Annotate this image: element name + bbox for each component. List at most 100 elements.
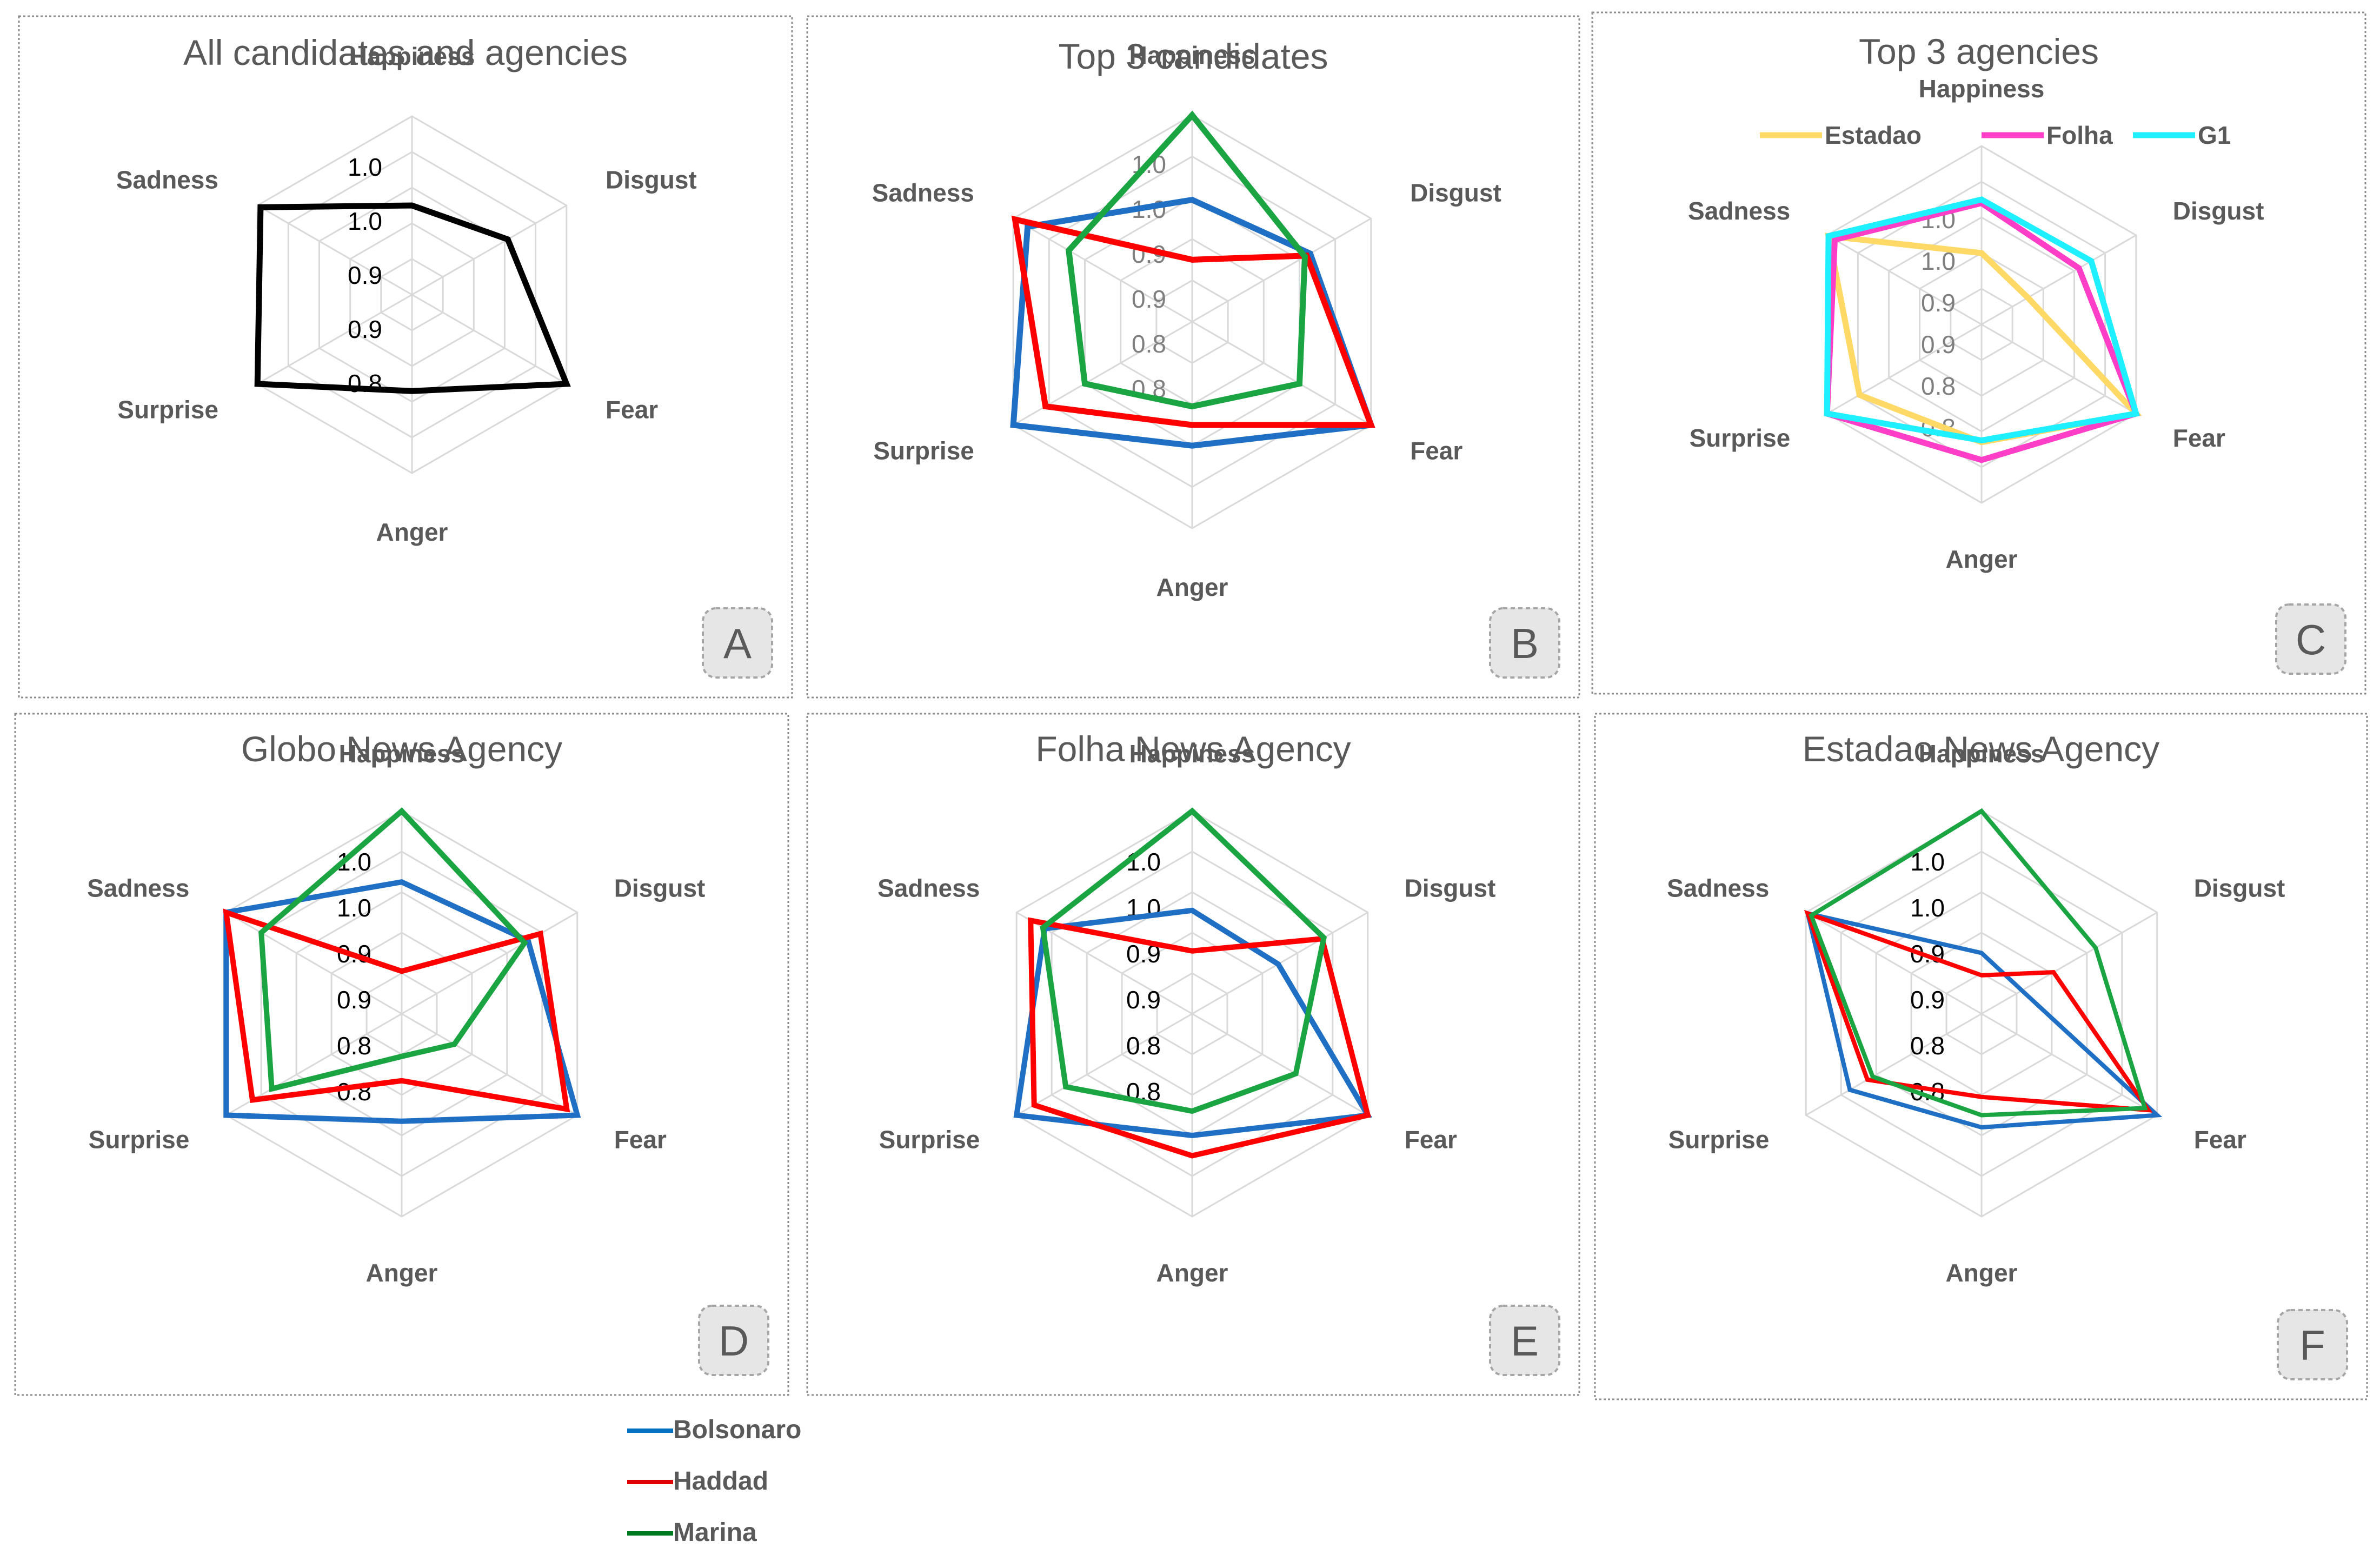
grid-spoke xyxy=(1826,234,1982,325)
panel-badge xyxy=(1489,607,1560,679)
grid-spoke xyxy=(1016,1013,1193,1116)
axis-label-sadness: Sadness xyxy=(1667,874,1769,902)
series-line-marina xyxy=(1065,110,1308,410)
panel-badge-label: C xyxy=(2296,616,2326,663)
panel-frame xyxy=(1591,11,2366,695)
grid-spoke xyxy=(1805,912,1982,1015)
axis-label-surprise: Surprise xyxy=(1668,1126,1770,1154)
panel-badge-label: F xyxy=(2299,1321,2325,1369)
axis-label-happiness: Happiness xyxy=(1919,75,2045,103)
axis-label-fear: Fear xyxy=(2173,424,2225,452)
panel-badge xyxy=(702,607,773,679)
series-line-g1 xyxy=(1824,196,2140,444)
series-line-bolsonaro xyxy=(1010,196,1375,449)
grid-spoke xyxy=(1192,1013,1368,1116)
series-line-all xyxy=(254,202,571,394)
tick-label: 0.9 xyxy=(1126,986,1161,1014)
panel-b: Top 3 candidates1.01.00.90.90.80.8Happin… xyxy=(806,15,1580,699)
grid-spoke xyxy=(411,294,567,385)
tick-label: 0.9 xyxy=(348,315,382,343)
grid-spoke xyxy=(225,912,402,1015)
tick-label: 1.0 xyxy=(337,894,371,922)
axis-label-surprise: Surprise xyxy=(873,437,974,465)
legend-label: G1 xyxy=(2198,121,2231,149)
series-line-folha xyxy=(1824,200,2140,463)
tick-label: 0.8 xyxy=(337,1078,371,1106)
panel-frame xyxy=(806,15,1580,699)
panel-badge xyxy=(1489,1305,1560,1376)
panel-badge-label: B xyxy=(1511,620,1539,667)
axis-label-disgust: Disgust xyxy=(614,874,706,902)
chart-title: Globo News Agency xyxy=(241,729,562,769)
grid-spoke xyxy=(257,294,413,385)
axis-label-disgust: Disgust xyxy=(1410,179,1501,207)
legend-label: Folha xyxy=(2046,121,2113,149)
panel-badge-label: D xyxy=(719,1317,749,1365)
axis-label-happiness: Happiness xyxy=(339,740,465,768)
series-line-marina xyxy=(1040,807,1327,1114)
panel-badge-label: E xyxy=(1511,1317,1539,1365)
panel-c: Top 3 agencies1.01.00.90.90.80.8Happines… xyxy=(1591,11,2366,695)
axis-label-sadness: Sadness xyxy=(116,166,218,194)
tick-label: 0.8 xyxy=(1921,372,1956,400)
axis-label-disgust: Disgust xyxy=(2194,874,2285,902)
tick-label: 0.8 xyxy=(1910,1032,1945,1060)
axis-label-surprise: Surprise xyxy=(1690,424,1791,452)
axis-label-anger: Anger xyxy=(366,1259,438,1287)
grid-spoke xyxy=(1981,234,2137,325)
axis-label-happiness: Happiness xyxy=(1129,740,1255,768)
grid-spoke xyxy=(411,204,567,296)
legend-label-bolsonaro: Bolsonaro xyxy=(673,1416,801,1444)
axis-label-happiness: Happiness xyxy=(1919,740,2045,768)
grid-spoke xyxy=(1192,321,1372,426)
grid-spoke xyxy=(1981,323,2137,415)
tick-label: 0.9 xyxy=(348,261,382,289)
legend-label-marina: Marina xyxy=(673,1518,757,1547)
grid-spoke xyxy=(401,912,578,1015)
axis-label-anger: Anger xyxy=(1156,1259,1228,1287)
panel-badge xyxy=(2275,603,2346,675)
chart-title: Top 3 candidates xyxy=(1058,36,1328,76)
axis-label-anger: Anger xyxy=(1156,573,1228,601)
panel-a: All candidates and agencies 1.0 1.0 0.9 0.9 0… xyxy=(18,15,793,699)
tick-label: 0.9 xyxy=(1132,285,1166,313)
grid-spoke xyxy=(257,204,413,296)
axis-label-anger: Anger xyxy=(1946,545,2018,573)
axis-label-fear: Fear xyxy=(1410,437,1462,465)
axis-label-disgust: Disgust xyxy=(2173,197,2264,225)
grid-spoke xyxy=(1192,217,1372,323)
panel-d: Globo News Agency1.01.00.90.90.80.8Happi… xyxy=(14,713,789,1396)
tick-label: 0.8 xyxy=(348,369,382,397)
grid-spoke xyxy=(1981,912,2158,1015)
axis-label-fear: Fear xyxy=(606,396,658,424)
axis-label-sadness: Sadness xyxy=(87,874,189,902)
axis-label-sadness: Sadness xyxy=(877,874,980,902)
axis-label-disgust: Disgust xyxy=(1405,874,1496,902)
series-line-marina xyxy=(1809,808,2148,1118)
legend-label-haddad: Haddad xyxy=(673,1467,768,1496)
grid-spoke xyxy=(1805,1013,1982,1116)
axis-label-sadness: Sadness xyxy=(1688,197,1790,225)
bottom-legend: Bolsonaro Haddad Marina xyxy=(627,1416,801,1547)
chart-title: Top 3 agencies xyxy=(1859,31,2099,71)
series-line-marina xyxy=(258,807,528,1093)
axis-label-surprise: Surprise xyxy=(89,1126,190,1154)
panel-f: Estadao News Agency1.01.00.90.90.80.8Hap… xyxy=(1594,713,2368,1400)
panel-badge xyxy=(698,1305,769,1376)
grid-spoke xyxy=(1013,217,1193,323)
axis-label-happiness: Happiness xyxy=(349,42,475,70)
panel-frame xyxy=(18,15,793,699)
chart-title: All candidates and agencies xyxy=(183,32,628,72)
tick-label: 1.0 xyxy=(348,153,382,181)
panel-badge-label: A xyxy=(723,620,752,667)
legend-label: Estadao xyxy=(1825,121,1922,149)
tick-label: 1.0 xyxy=(1910,894,1945,922)
tick-label: 1.0 xyxy=(1126,848,1161,876)
panel-e: Folha News Agency1.01.00.90.90.80.8Happi… xyxy=(806,713,1580,1396)
grid-spoke xyxy=(401,1013,578,1116)
tick-label: 0.9 xyxy=(1921,289,1956,317)
tick-label: 0.9 xyxy=(1910,986,1945,1014)
chart-title: Folha News Agency xyxy=(1035,729,1351,769)
panel-badge xyxy=(2277,1309,2348,1380)
